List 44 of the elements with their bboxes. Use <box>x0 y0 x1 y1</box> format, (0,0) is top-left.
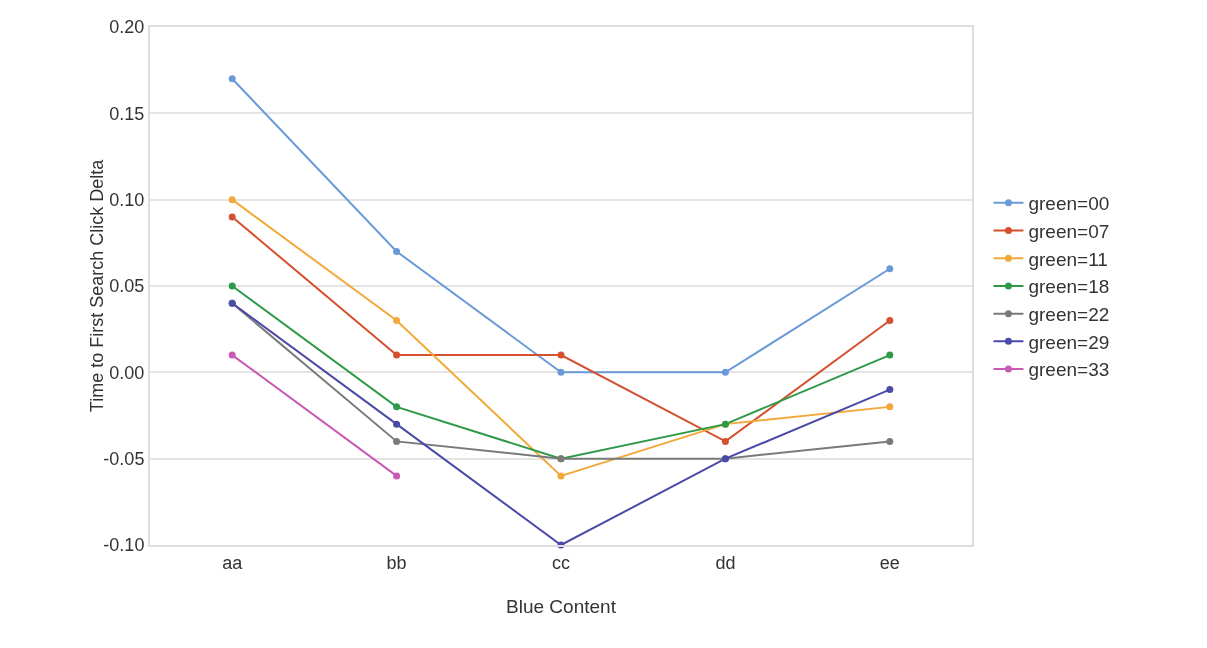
point <box>557 351 565 359</box>
x-tick-label: cc <box>552 552 570 573</box>
y-tick-label: 0.20 <box>109 17 145 38</box>
point <box>228 282 236 290</box>
point <box>393 472 401 480</box>
point <box>393 317 401 325</box>
y-tick-label: 0.05 <box>109 276 145 297</box>
point <box>721 368 729 376</box>
legend-label: green=22 <box>1028 304 1110 326</box>
point <box>886 437 894 445</box>
point <box>886 403 894 411</box>
legend-label: green=07 <box>1028 220 1110 242</box>
y-axis-title: Time to First Search Click Delta <box>87 158 107 413</box>
point <box>228 75 236 83</box>
point <box>886 265 894 273</box>
x-axis-title: Blue Content <box>506 596 617 617</box>
legend-label: green=00 <box>1028 193 1110 215</box>
x-tick-label: bb <box>386 552 407 573</box>
point <box>721 437 729 445</box>
point <box>557 368 565 376</box>
point <box>393 403 401 411</box>
point <box>886 386 894 394</box>
point <box>393 437 401 445</box>
point <box>886 317 894 325</box>
legend-label: green=33 <box>1028 359 1110 381</box>
y-tick-label: 0.00 <box>109 362 145 383</box>
x-tick-label: aa <box>222 552 244 573</box>
point <box>393 420 401 428</box>
legend-label: green=29 <box>1028 331 1110 353</box>
y-tick-label: 0.10 <box>109 189 145 210</box>
y-tick-label: -0.10 <box>103 535 145 556</box>
y-tick-label: -0.05 <box>103 448 145 469</box>
x-tick-label: dd <box>715 552 736 573</box>
point <box>228 213 236 221</box>
x-tick-label: ee <box>879 552 900 573</box>
point <box>557 472 565 480</box>
point <box>393 247 401 255</box>
legend-label: green=11 <box>1028 248 1108 270</box>
legend-label: green=18 <box>1028 276 1110 298</box>
point <box>886 351 894 359</box>
point <box>228 351 236 359</box>
point <box>228 196 236 204</box>
point <box>393 351 401 359</box>
y-tick-label: 0.15 <box>109 103 145 124</box>
